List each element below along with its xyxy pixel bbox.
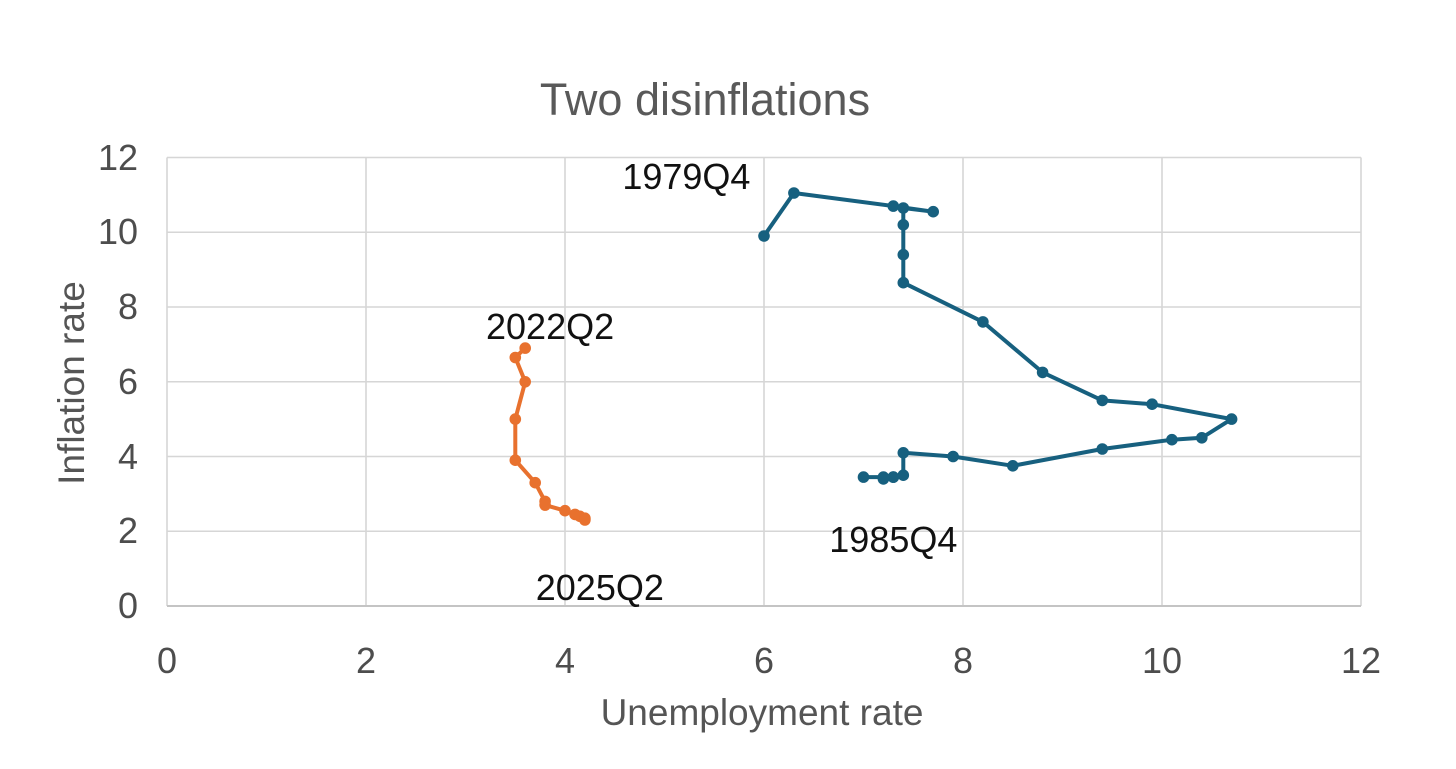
series-1979-1985-point [857,471,870,483]
series-1979-1985-point [887,471,900,483]
series-1979-1985-point [1225,413,1238,425]
series-1979-1985-point [788,187,800,199]
series-2022-2025-point [509,454,522,467]
series-1979-1985-point [897,276,910,289]
series-1979-1985-point [927,205,939,218]
annotation-1979q4: 1979Q4 [622,155,751,197]
x-tick-label: 2 [355,640,377,681]
y-tick-label: 8 [117,286,138,327]
series-2022-2025-point [559,504,571,517]
y-tick-label: 2 [117,510,138,552]
y-tick-label: 0 [117,585,138,626]
series-1979-1985-point [1096,394,1109,407]
chart-title: Two disinflations [539,74,871,125]
y-tick-label: 12 [97,136,138,178]
x-axis-title: Unemployment rate [600,692,924,733]
y-axis-title: Inflation rate [51,281,92,485]
series-2022-2025-point [529,476,541,489]
series-2022-2025-point [539,499,551,511]
series-1979-1985-point [947,450,959,463]
x-tick-label: 4 [554,640,576,681]
x-tick-label: 6 [753,640,775,681]
series-1979-1985-point [1036,366,1049,379]
series-2022-2025-point [509,413,522,425]
series-2022-2025-point [579,514,591,526]
series-1979-1985-point [1146,398,1158,411]
series-1979-1985-point [877,471,890,483]
series-1979-1985-point [1007,460,1019,472]
y-tick-label: 6 [117,360,138,402]
series-1979-1985-point [897,219,910,231]
y-tick-label: 10 [97,211,138,253]
series-1979-1985-point [897,447,910,459]
x-tick-label: 0 [156,640,178,681]
series-1979-1985-point [977,316,989,328]
series-1979-1985-point [1166,433,1178,446]
annotation-2025q2: 2025Q2 [535,567,664,609]
series-1979-1985-point [887,200,900,212]
series-1979-1985-point [897,469,910,482]
series-2022-2025-point [509,351,522,364]
series-1979-1985-point [897,202,910,214]
x-tick-label: 10 [1141,640,1183,681]
series-1979-1985-point [1196,432,1208,444]
series-2022-2025-point [519,376,531,388]
series-1979-1985-point [758,230,770,242]
annotation-1985q4: 1985Q4 [829,518,958,560]
annotation-2022q2: 2022Q2 [486,306,615,348]
x-tick-label: 12 [1340,640,1382,681]
x-tick-label: 8 [952,640,974,681]
series-2022-2025-line [513,346,587,522]
y-tick-label: 4 [117,435,138,477]
series-1979-1985-point [1096,443,1109,455]
series-2022-2025-point [519,342,531,354]
series-1979-1985-point [897,248,910,261]
